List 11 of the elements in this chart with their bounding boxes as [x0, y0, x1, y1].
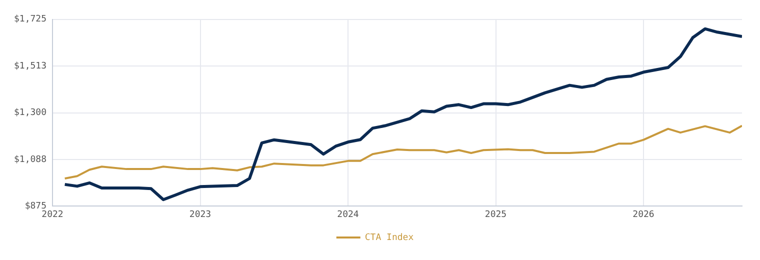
x-tick-label: 2025: [484, 210, 507, 220]
y-tick-label: $1,088: [14, 154, 47, 165]
x-tick-label: 2022: [42, 210, 64, 220]
y-tick-label: $1,300: [14, 108, 47, 118]
legend-label: CTA Index: [364, 232, 414, 243]
x-tick-label: 2024: [337, 210, 359, 220]
x-tick-label: 2026: [632, 210, 654, 220]
y-tick-label: $1,513: [14, 61, 47, 72]
x-tick-label: 2023: [189, 210, 212, 220]
y-tick-label: $875: [24, 202, 47, 212]
y-tick-label: $1,725: [14, 14, 47, 25]
